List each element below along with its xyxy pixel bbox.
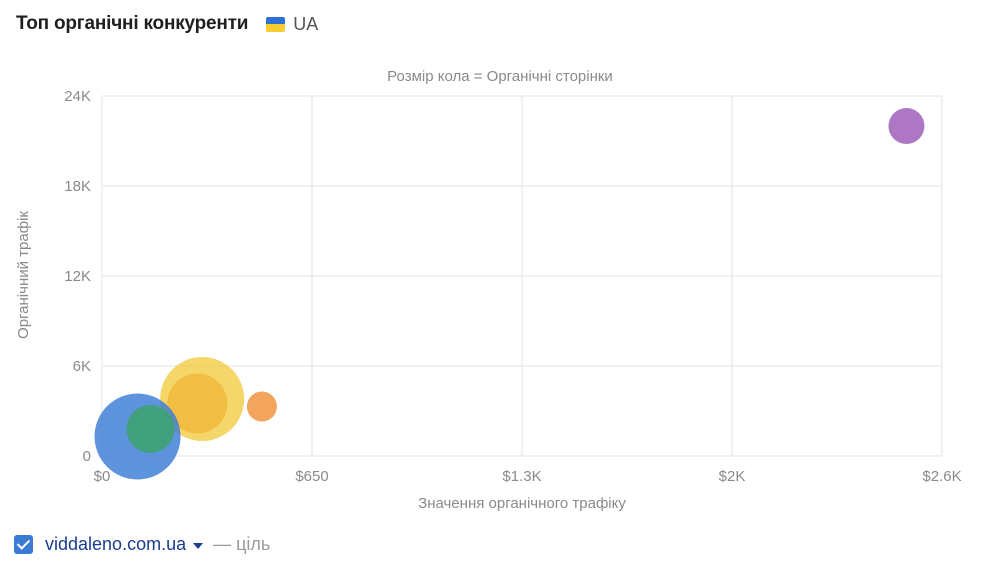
competitor-bubble[interactable] (167, 373, 228, 434)
chart-bubbles (94, 108, 925, 480)
y-tick-label: 24K (64, 88, 91, 105)
x-tick-labels: $0 $650 $1.3K $2K $2.6K (94, 468, 962, 485)
competitor-bubble[interactable] (126, 405, 175, 453)
chart-legend: viddaleno.com.ua — ціль (14, 533, 270, 555)
target-label: — ціль (213, 533, 271, 554)
chevron-down-icon[interactable] (193, 542, 204, 549)
x-tick-label: $0 (94, 468, 111, 485)
domain-selector[interactable]: viddaleno.com.ua (45, 533, 187, 554)
domain-checkbox[interactable] (14, 534, 33, 554)
country-code: UA (293, 13, 319, 34)
widget-header: Топ органічні конкуренти UA (16, 11, 318, 37)
y-tick-label: 12K (64, 268, 91, 285)
widget-title: Топ органічні конкуренти (16, 13, 249, 34)
y-tick-label: 18K (64, 178, 91, 195)
y-tick-label: 0 (83, 448, 91, 465)
chart-subtitle: Розмір кола = Органічні сторінки (387, 68, 613, 85)
competitor-bubble[interactable] (888, 108, 925, 144)
x-tick-label: $2K (719, 468, 746, 485)
competitor-bubble[interactable] (246, 391, 277, 422)
x-tick-label: $2.6K (922, 468, 961, 485)
x-tick-label: $650 (295, 468, 328, 485)
y-axis-label: Органічний трафік (15, 211, 32, 339)
chart-grid (101, 95, 943, 457)
y-tick-label: 6K (73, 358, 91, 375)
x-axis-label: Значення органічного трафіку (418, 495, 626, 512)
competitors-bubble-chart: $0 $650 $1.3K $2K $2.6K 0 6K 12K 18K 24K Розмір … (15, 68, 962, 512)
ukraine-flag-icon (266, 16, 286, 32)
x-tick-label: $1.3K (502, 468, 541, 485)
y-tick-labels: 0 6K 12K 18K 24K (64, 88, 91, 465)
